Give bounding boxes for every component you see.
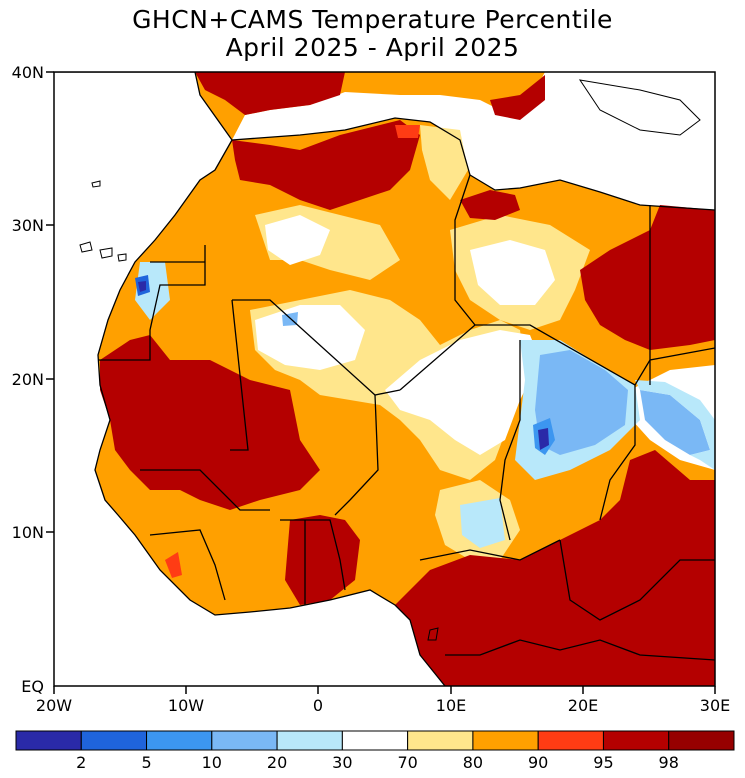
x-tick-label: 0: [313, 696, 323, 715]
legend-label: 80: [463, 753, 483, 772]
x-tick-label: 20W: [36, 696, 72, 715]
x-axis: [53, 686, 716, 694]
map-title-line1: GHCN+CAMS Temperature Percentile: [132, 5, 613, 34]
legend-swatch: [537, 730, 604, 751]
legend-swatch: [15, 730, 82, 751]
legend-label: 20: [267, 753, 287, 772]
map-field: [54, 72, 715, 686]
country-borders: [54, 72, 715, 686]
region-p98-egypt: [580, 205, 715, 350]
region-p30-sudan: [635, 380, 715, 470]
legend-swatch: [341, 730, 409, 751]
legend-swatch: [80, 730, 148, 751]
region-p98-nigeria-south: [285, 515, 360, 605]
legend-label: 2: [76, 753, 86, 772]
region-p20-chad: [535, 350, 628, 455]
region-p98-morocco: [232, 120, 420, 210]
atlantic-ocean: [54, 72, 445, 686]
region-normal-mauritania: [255, 305, 365, 370]
y-tick-label: 30N: [12, 216, 44, 235]
region-p2-westsahara: [138, 281, 146, 292]
region-p98-westafrica: [100, 335, 320, 510]
y-tick-label: EQ: [21, 677, 44, 696]
region-p95-morocco: [395, 125, 420, 138]
region-p98-libya-north: [460, 190, 520, 220]
legend-swatch: [668, 730, 735, 751]
y-axis: [46, 71, 54, 533]
y-tick-label: 40N: [12, 63, 44, 82]
x-tick-label: 10E: [436, 696, 466, 715]
region-normal-algeria: [265, 215, 330, 265]
legend-label: 95: [593, 753, 613, 772]
legend-swatch: [472, 730, 539, 751]
legend-label: 10: [202, 753, 222, 772]
legend-label: 30: [332, 753, 352, 772]
legend-label: 98: [659, 753, 679, 772]
legend-label: 90: [528, 753, 548, 772]
y-tick-label: 10N: [12, 523, 44, 542]
legend-swatch: [276, 730, 343, 751]
region-p80-tunisia: [420, 125, 468, 200]
x-tick-label: 20E: [568, 696, 598, 715]
region-p2-chad: [538, 428, 549, 450]
legend-swatch: [602, 730, 670, 751]
region-p98-sicily: [490, 75, 545, 120]
x-tick-label: 10W: [168, 696, 204, 715]
region-p98-iberia: [195, 72, 345, 115]
legend-swatch: [146, 730, 213, 751]
region-normal-central: [385, 330, 540, 455]
region-p98-southcentral: [395, 450, 715, 686]
region-normal-libya: [470, 240, 555, 305]
legend-label: 5: [141, 753, 151, 772]
x-tick-label: 30E: [700, 696, 730, 715]
legend-swatch: [407, 730, 474, 751]
map-title-line2: April 2025 - April 2025: [225, 33, 520, 62]
color-legend: 2 5 10 20 30 70 80 90 95 98: [15, 730, 735, 772]
legend-swatch: [211, 730, 278, 751]
region-p95-coast: [165, 552, 182, 578]
region-p20-sudan: [640, 390, 710, 455]
islands: [79, 79, 701, 641]
region-p30-nigeria: [460, 498, 505, 548]
y-tick-label: 20N: [12, 370, 44, 389]
mediterranean-sea: [232, 72, 715, 210]
legend-label: 70: [397, 753, 417, 772]
